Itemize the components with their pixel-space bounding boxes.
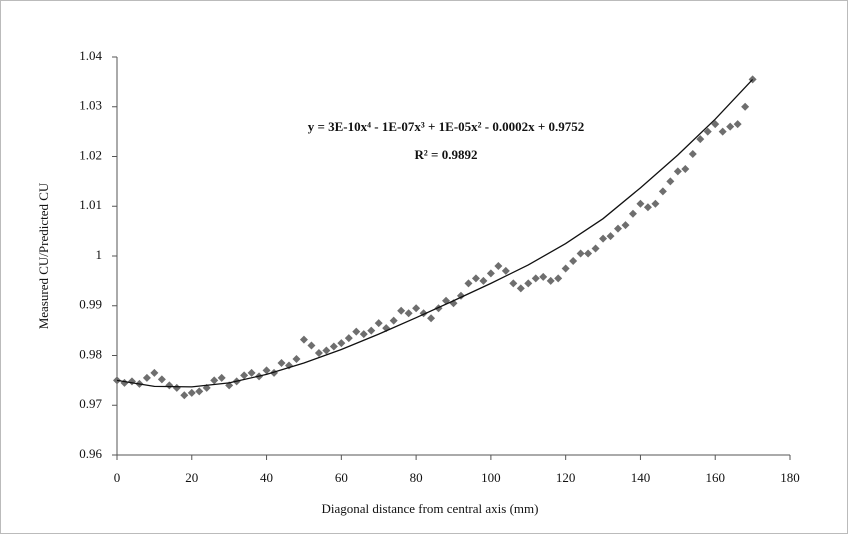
data-point (673, 167, 682, 176)
data-point (651, 199, 660, 208)
data-point (501, 266, 510, 275)
y-tick-label: 1 (96, 247, 103, 262)
y-tick-label: 1.03 (79, 98, 102, 113)
data-point (210, 376, 219, 385)
y-tick-label: 0.98 (79, 346, 102, 361)
x-tick-label: 160 (705, 470, 725, 485)
data-point (359, 330, 368, 339)
x-tick-label: 100 (481, 470, 501, 485)
data-point (427, 314, 436, 323)
data-point (180, 391, 189, 400)
data-point (367, 326, 376, 335)
data-point (217, 373, 226, 382)
data-point (292, 354, 301, 363)
data-point (733, 120, 742, 129)
equation: y = 3E-10x⁴ - 1E-07x³ + 1E-05x² - 0.0002… (308, 119, 585, 134)
y-tick-label: 0.99 (79, 297, 102, 312)
data-point (240, 371, 249, 380)
trendline (116, 78, 754, 388)
data-point (688, 150, 697, 159)
r-squared: R² = 0.9892 (415, 147, 478, 162)
x-tick-label: 20 (185, 470, 198, 485)
data-point (344, 334, 353, 343)
data-point (464, 279, 473, 288)
data-point (247, 368, 256, 377)
y-tick-label: 1.01 (79, 197, 102, 212)
data-point (329, 342, 338, 351)
data-point (524, 279, 533, 288)
x-tick-label: 40 (260, 470, 273, 485)
data-point (628, 209, 637, 218)
data-point (307, 341, 316, 350)
y-axis-label: Measured CU/Predicted CU (36, 182, 51, 329)
y-tick-label: 1.02 (79, 147, 102, 162)
x-tick-label: 140 (631, 470, 651, 485)
data-point (352, 327, 361, 336)
data-point (569, 256, 578, 265)
data-point (322, 346, 331, 355)
data-point (509, 279, 518, 288)
data-point (277, 358, 286, 367)
data-point (479, 276, 488, 285)
data-point (591, 244, 600, 253)
data-point (599, 234, 608, 243)
data-point (606, 232, 615, 241)
y-tick-label: 0.96 (79, 446, 102, 461)
data-point (165, 381, 174, 390)
data-point (718, 127, 727, 136)
x-tick-label: 120 (556, 470, 576, 485)
x-tick-label: 180 (780, 470, 800, 485)
y-tick-label: 0.97 (79, 396, 102, 411)
data-point (658, 187, 667, 196)
data-point (554, 274, 563, 283)
data-point (576, 249, 585, 258)
data-point (262, 366, 271, 375)
data-point (741, 102, 750, 111)
y-tick-label: 1.04 (79, 48, 102, 63)
data-point (711, 120, 720, 129)
data-point (726, 122, 735, 131)
data-point (150, 368, 159, 377)
data-point (561, 264, 570, 273)
data-point (681, 164, 690, 173)
data-point (195, 387, 204, 396)
data-point (584, 249, 593, 258)
data-point (614, 224, 623, 233)
data-point (546, 276, 555, 285)
data-point (643, 203, 652, 212)
data-point (494, 261, 503, 270)
data-point (412, 304, 421, 313)
data-point (516, 284, 525, 293)
data-point (397, 306, 406, 315)
data-point (299, 335, 308, 344)
data-point (636, 199, 645, 208)
data-point (389, 316, 398, 325)
data-point (703, 127, 712, 136)
data-point (471, 274, 480, 283)
x-tick-label: 0 (114, 470, 121, 485)
data-point (539, 272, 548, 281)
data-point (531, 274, 540, 283)
data-point (157, 375, 166, 384)
x-tick-label: 60 (335, 470, 348, 485)
data-point (696, 135, 705, 144)
data-point (187, 388, 196, 397)
data-point (337, 339, 346, 348)
data-point (666, 177, 675, 186)
data-point (621, 221, 630, 230)
data-point (314, 349, 323, 358)
x-tick-label: 80 (410, 470, 423, 485)
data-point (404, 309, 413, 318)
data-point (172, 383, 181, 392)
data-point (374, 319, 383, 328)
data-point (142, 373, 151, 382)
x-axis-label: Diagonal distance from central axis (mm) (322, 501, 539, 516)
data-point (486, 269, 495, 278)
